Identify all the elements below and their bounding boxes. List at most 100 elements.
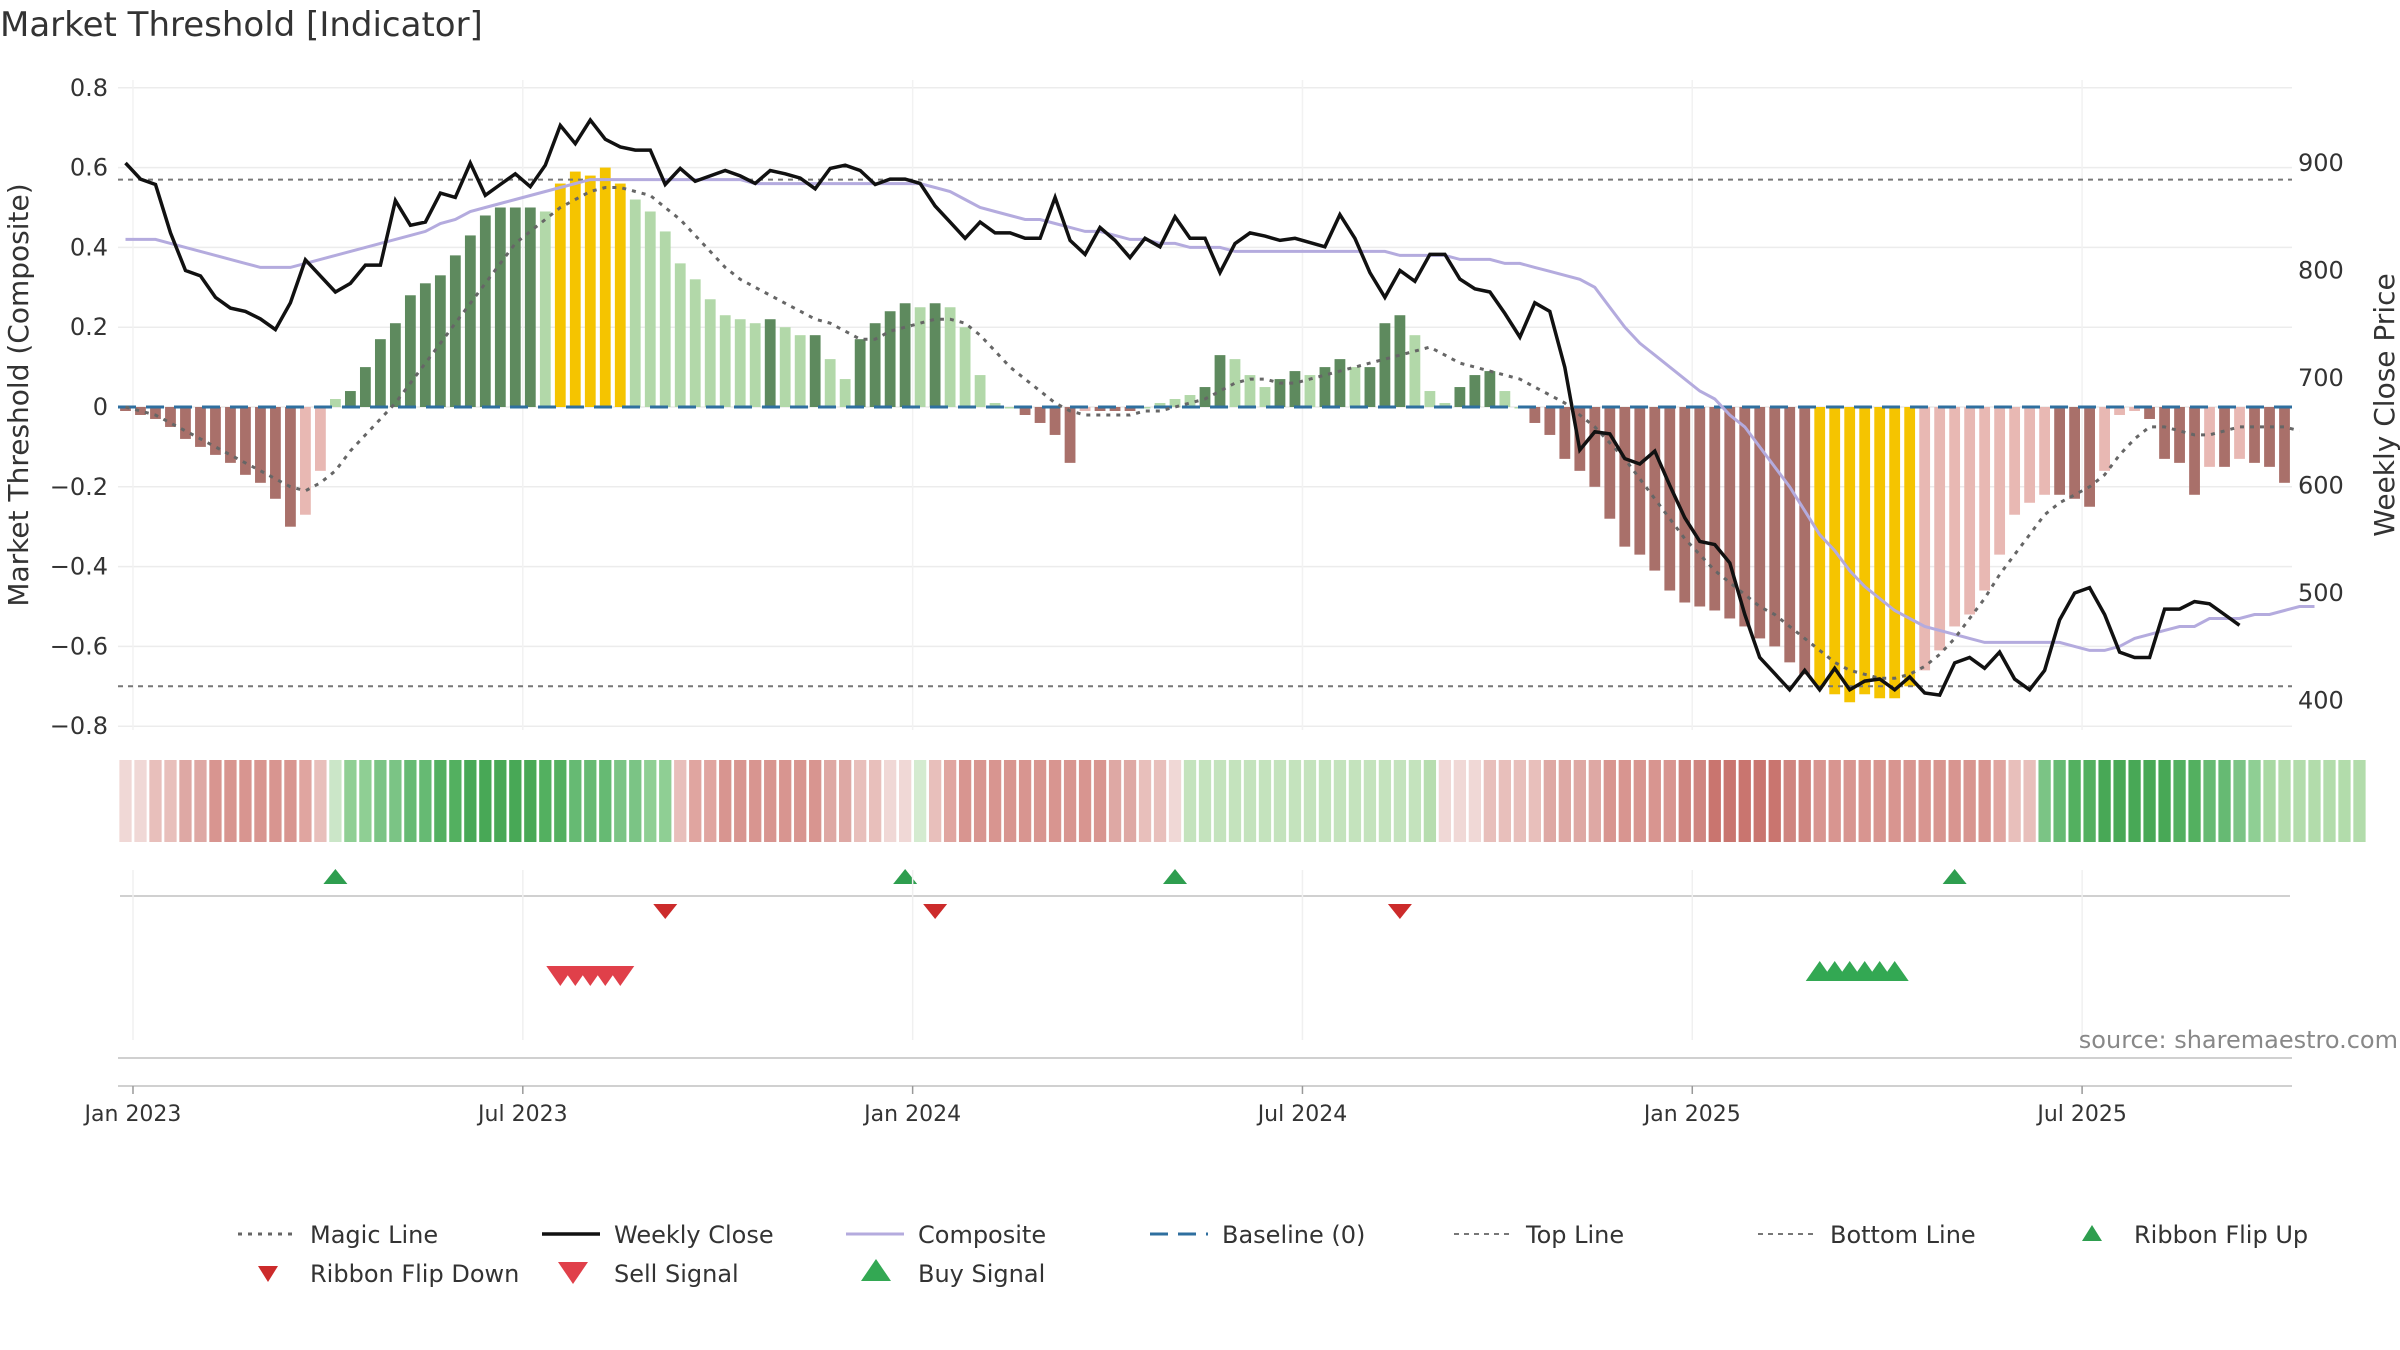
composite-bar xyxy=(1859,407,1871,695)
composite-bar xyxy=(1364,367,1376,407)
composite-bar xyxy=(2144,407,2155,419)
composite-bar xyxy=(2279,407,2290,483)
ribbon-cell xyxy=(1258,760,1272,842)
composite-bar xyxy=(300,407,311,515)
composite-bar xyxy=(1229,359,1241,407)
composite-bar xyxy=(989,403,1001,407)
ribbon-cell xyxy=(1858,760,1871,842)
ribbon-cell xyxy=(494,760,507,842)
y-right-tick-label: 900 xyxy=(2298,149,2344,177)
y-right-tick-label: 800 xyxy=(2298,257,2344,285)
y-left-tick-label: −0.2 xyxy=(50,473,108,501)
ribbon-cell xyxy=(928,760,942,842)
composite-bar xyxy=(1874,407,1886,699)
ribbon-cell xyxy=(2068,760,2081,842)
weekly-close-line xyxy=(124,116,2241,698)
legend-item-ribbon-flip-down: Ribbon Flip Down xyxy=(258,1260,519,1288)
composite-bar xyxy=(1379,323,1391,407)
composite-bar xyxy=(1604,407,1616,519)
composite-bar xyxy=(1589,407,1601,487)
x-axis-ticks: Jan 2023 Jul 2023 Jan 2024 Jul 2024 Jan 2025… xyxy=(83,870,2127,1127)
composite-bar xyxy=(2024,407,2036,503)
composite-bar xyxy=(659,231,671,407)
ribbon-cell xyxy=(1663,760,1676,842)
ribbon-cell xyxy=(1483,760,1497,842)
ribbon-cell xyxy=(1033,760,1047,842)
ribbon-cell xyxy=(1528,760,1541,842)
composite-bar xyxy=(1334,359,1346,407)
ribbon-cell xyxy=(674,760,687,842)
ribbon-cell xyxy=(2323,760,2336,842)
composite-bar xyxy=(1694,407,1706,607)
composite-bar xyxy=(1424,391,1436,407)
ribbon-cell xyxy=(1843,760,1856,842)
ribbon-cell xyxy=(629,760,642,842)
x-tick-label: Jul 2023 xyxy=(476,1102,568,1127)
composite-bar xyxy=(1439,403,1451,407)
ribbon-cell xyxy=(1213,760,1227,842)
composite-bar xyxy=(689,279,701,407)
composite-bar xyxy=(1949,407,1961,627)
ribbon-cell xyxy=(1603,760,1616,842)
ribbon-cell xyxy=(1903,760,1916,842)
ribbon-cell xyxy=(584,760,597,842)
ribbon-cell xyxy=(269,760,282,842)
ribbon-cell xyxy=(1963,760,1976,842)
ribbon-cell xyxy=(2293,760,2306,842)
composite-bar xyxy=(1979,407,1991,591)
ribbon-cell xyxy=(973,760,987,842)
ribbon-cell xyxy=(1873,760,1886,842)
composite-bars xyxy=(120,167,2290,703)
ribbon-cell xyxy=(1378,760,1392,842)
ribbon-cell xyxy=(1183,760,1197,842)
composite-bar xyxy=(884,311,896,407)
y-left-tick-label: 0.2 xyxy=(70,313,108,341)
composite-bar xyxy=(524,207,536,407)
composite-bar xyxy=(1919,407,1931,671)
ribbon-cell xyxy=(1948,760,1961,842)
ribbon-cell xyxy=(134,760,147,842)
ribbon-cell xyxy=(374,760,387,842)
composite-bar xyxy=(599,167,611,407)
composite-bar xyxy=(794,335,806,407)
composite-bar xyxy=(2219,407,2230,467)
composite-bar xyxy=(2114,407,2125,415)
legend-item-baseline: Baseline (0) xyxy=(1150,1221,1365,1249)
composite-bar xyxy=(779,327,791,407)
ribbon-cell xyxy=(239,760,252,842)
composite-bar xyxy=(839,379,851,407)
composite-bar xyxy=(1109,407,1121,411)
x-tick-label: Jan 2023 xyxy=(83,1102,182,1127)
composite-bar xyxy=(1064,407,1076,463)
composite-bar xyxy=(135,407,146,415)
ribbon-cell xyxy=(1678,760,1691,842)
composite-bar xyxy=(225,407,236,463)
ribbon-cell xyxy=(1573,760,1586,842)
ribbon-cell xyxy=(1618,760,1631,842)
composite-bar xyxy=(1319,367,1331,407)
ribbon-cell xyxy=(2263,760,2276,842)
magic-line xyxy=(125,186,2300,680)
composite-bar xyxy=(404,295,416,407)
ribbon-cell xyxy=(1348,760,1362,842)
ribbon-cell xyxy=(644,760,657,842)
ribbon-cell xyxy=(2038,760,2051,842)
ribbon-cell xyxy=(1558,760,1571,842)
composite-bar xyxy=(1454,387,1466,407)
ribbon-cell xyxy=(2008,760,2021,842)
composite-bar xyxy=(539,211,551,407)
ribbon-cell xyxy=(1273,760,1287,842)
composite-bar xyxy=(1799,407,1811,675)
ribbon-cell xyxy=(779,760,792,842)
ribbon-flip-up-marker xyxy=(1942,869,1967,884)
composite-bar xyxy=(614,183,626,407)
composite-bar xyxy=(359,367,371,407)
legend-item-magic-line: Magic Line xyxy=(238,1221,438,1249)
x-tick-label: Jul 2025 xyxy=(2035,1102,2127,1127)
composite-bar xyxy=(270,407,281,499)
x-tick-label: Jan 2024 xyxy=(862,1102,961,1127)
legend-label-ribbon-flip-down: Ribbon Flip Down xyxy=(310,1260,519,1288)
composite-bar xyxy=(554,183,566,407)
composite-line xyxy=(125,178,2315,652)
ribbon-strip xyxy=(119,760,2366,842)
